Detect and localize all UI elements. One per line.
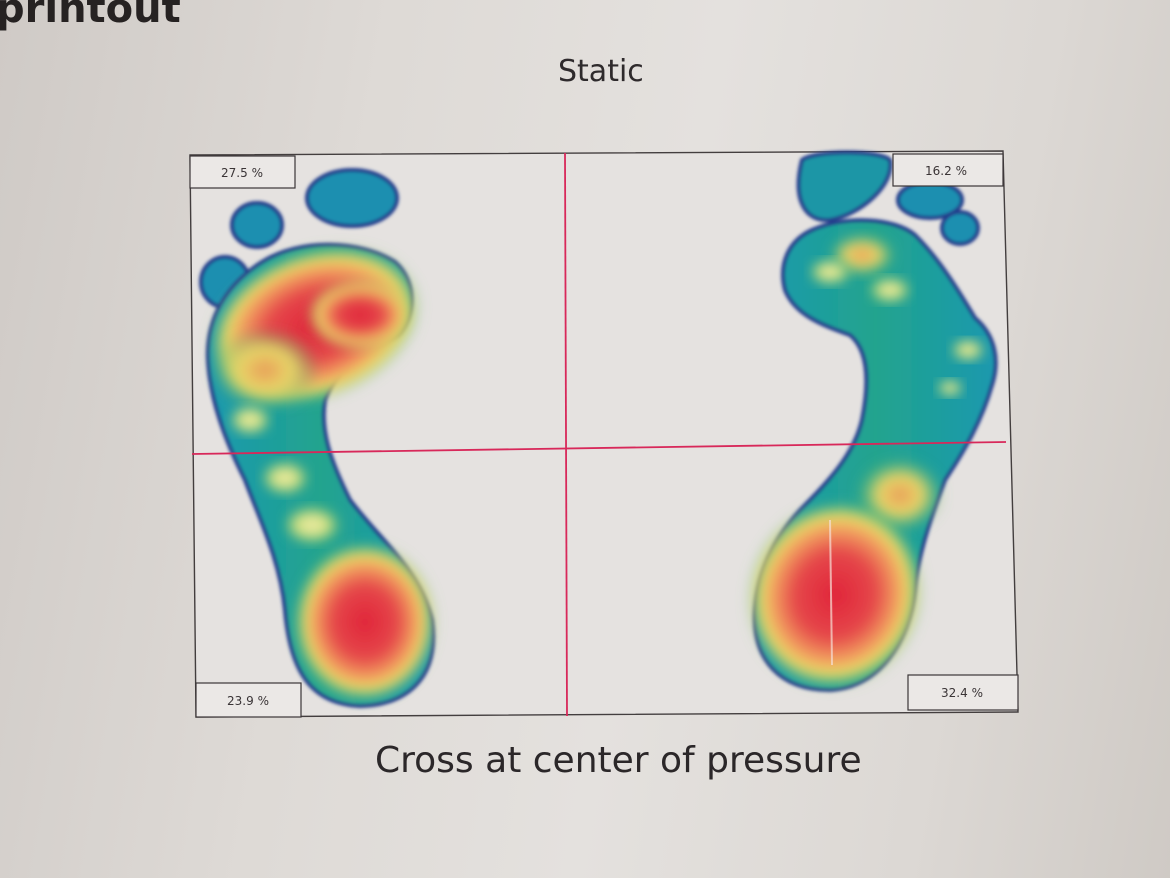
label-right-rearfoot: 32.4 % bbox=[907, 674, 1019, 711]
right-foot-print bbox=[746, 150, 998, 693]
svg-text:27.5 %: 27.5 % bbox=[221, 166, 263, 180]
svg-text:23.9 %: 23.9 % bbox=[227, 694, 269, 708]
cross-horizontal-line bbox=[191, 441, 1007, 455]
svg-text:16.2 %: 16.2 % bbox=[925, 164, 967, 178]
chart-caption: Cross at center of pressure bbox=[375, 740, 862, 781]
cross-vertical-line bbox=[564, 152, 568, 717]
chart-title: Static bbox=[558, 54, 644, 89]
printout-heading: printout bbox=[0, 0, 181, 32]
label-left-rearfoot: 23.9 % bbox=[195, 682, 302, 718]
svg-text:32.4 %: 32.4 % bbox=[941, 686, 983, 700]
label-left-forefoot: 27.5 % bbox=[189, 155, 296, 189]
left-foot-print bbox=[199, 168, 437, 709]
label-right-forefoot: 16.2 % bbox=[892, 153, 1004, 187]
